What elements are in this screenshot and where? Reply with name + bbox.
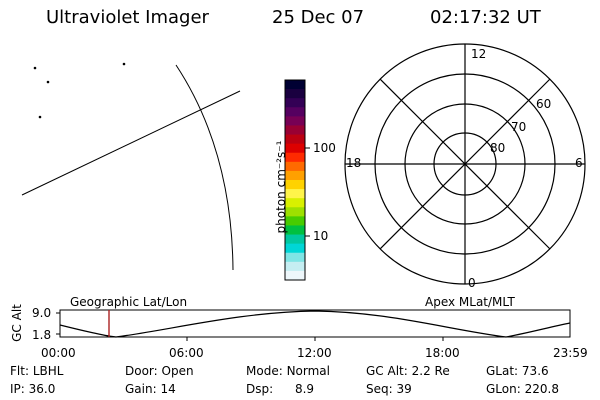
footer-glon: GLon: 220.8 [486, 382, 559, 396]
x-tick-label: 23:59 [553, 346, 588, 360]
colorbar-tick-label: 10 [313, 229, 329, 243]
colorbar-swatch [285, 207, 305, 217]
footer-glon-value: 220.8 [524, 382, 559, 396]
timeline-frame [59, 309, 571, 338]
x-tick-label: 12:00 [297, 346, 332, 360]
colorbar-swatch [285, 252, 305, 263]
timeline-y-axis-label: GC Alt [10, 304, 24, 342]
polar-grid [344, 43, 586, 285]
colorbar [285, 80, 305, 281]
footer-glat-value: 73.6 [521, 364, 549, 378]
footer-ip-label: IP: [10, 382, 25, 396]
footer-glon-label: GLon: [486, 382, 521, 396]
timeline-left-title: Geographic Lat/Lon [70, 295, 188, 309]
colorbar-swatch [285, 234, 305, 245]
mlat-label-70: 70 [511, 120, 527, 134]
footer-glat-label: GLat: [486, 364, 519, 378]
footer-seq-label: Seq: [366, 382, 393, 396]
mlt-label-0: 0 [468, 276, 476, 290]
star-dot [38, 115, 42, 119]
mlt-label-18: 18 [346, 156, 362, 170]
footer-door-label: Door: [125, 364, 158, 378]
footer-seq: Seq: 39 [366, 382, 412, 396]
footer-mode: Mode: Normal [246, 364, 330, 378]
geographic-image-panel [21, 62, 241, 271]
colorbar-swatch [285, 89, 305, 99]
colorbar-swatch [285, 270, 305, 281]
footer-ip-value: 36.0 [28, 382, 56, 396]
footer-dsp-label: Dsp: [246, 382, 274, 396]
colorbar-swatch [285, 225, 305, 236]
altitude-curve [59, 310, 571, 338]
mlt-label-12: 12 [471, 47, 487, 61]
colorbar-swatch [285, 107, 305, 117]
colorbar-swatch [285, 216, 305, 227]
footer-glat: GLat: 73.6 [486, 364, 549, 378]
footer-flt-label: Flt: [10, 364, 29, 378]
footer-mode-value: Normal [286, 364, 330, 378]
footer-gc-alt: GC Alt: 2.2 Re [366, 364, 450, 378]
footer-door-value: Open [161, 364, 194, 378]
footer-door: Door: Open [125, 364, 194, 378]
date-label: 25 Dec 07 [272, 7, 365, 28]
colorbar-swatch [285, 98, 305, 108]
colorbar-frame [284, 79, 306, 281]
colorbar-swatch [285, 198, 305, 208]
footer-gain-value: 14 [160, 382, 176, 396]
footer-ip: IP: 36.0 [10, 382, 55, 396]
colorbar-swatch [285, 261, 305, 272]
footer-seq-value: 39 [396, 382, 412, 396]
mlt-label-6: 6 [575, 156, 583, 170]
colorbar-swatch [285, 243, 305, 254]
y-tick-label: 1.8 [32, 328, 52, 342]
x-tick-label: 00:00 [41, 346, 76, 360]
colorbar-swatch [285, 161, 305, 172]
colorbar-unit-label: photon cm⁻²s⁻¹ [274, 140, 288, 234]
colorbar-swatch [285, 125, 305, 136]
star-dot [46, 80, 50, 84]
colorbar-swatch [285, 189, 305, 199]
mlat-label-80: 80 [490, 141, 506, 155]
footer-gain: Gain: 14 [125, 382, 176, 396]
colorbar-tick-label: 100 [313, 141, 336, 155]
time-label: 02:17:32 UT [430, 7, 541, 28]
footer-flt: Flt: LBHL [10, 364, 63, 378]
timeline-right-title: Apex MLat/MLT [425, 295, 515, 309]
footer-flt-value: LBHL [32, 364, 64, 378]
colorbar-swatch [285, 143, 305, 154]
polar-diagonal [379, 78, 551, 250]
footer-gc-alt-value: 2.2 Re [411, 364, 450, 378]
star-dot [33, 66, 37, 70]
colorbar-swatch [285, 170, 305, 181]
colorbar-swatch [285, 180, 305, 190]
footer-gain-label: Gain: [125, 382, 157, 396]
mlat-label-60: 60 [536, 97, 552, 111]
colorbar-swatch [285, 134, 305, 145]
footer-mode-label: Mode: [246, 364, 283, 378]
footer-dsp-value: 8.9 [294, 382, 315, 396]
timeline-panel [56, 309, 571, 341]
footer-dsp: Dsp: 8.9 [246, 382, 314, 396]
colorbar-swatch [285, 152, 305, 163]
instrument-title: Ultraviolet Imager [46, 7, 209, 28]
x-tick-label: 18:00 [425, 346, 460, 360]
y-tick-label: 9.0 [32, 306, 52, 320]
x-tick-label: 06:00 [169, 346, 204, 360]
footer-gc-alt-label: GC Alt: [366, 364, 408, 378]
latitude-arc [175, 64, 234, 271]
star-dot [122, 62, 126, 66]
longitude-line [21, 90, 241, 196]
colorbar-swatch [285, 80, 305, 90]
colorbar-swatch [285, 116, 305, 127]
